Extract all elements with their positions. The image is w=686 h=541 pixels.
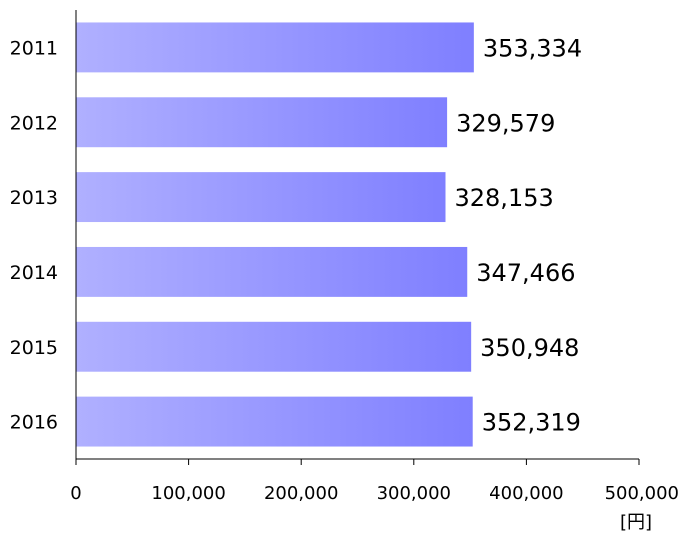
x-tick-label-1: 100,000 <box>151 483 225 504</box>
x-axis-unit-label: [円] <box>620 512 652 533</box>
bar-2013 <box>76 172 446 223</box>
value-label-2014: 347,466 <box>476 259 575 287</box>
x-tick-label-4: 400,000 <box>489 483 563 504</box>
category-label-2014: 2014 <box>10 262 58 284</box>
x-tick-label-3: 300,000 <box>377 483 451 504</box>
bar-2011 <box>76 22 474 73</box>
category-label-2015: 2015 <box>10 337 58 359</box>
category-label-2013: 2013 <box>10 187 58 209</box>
category-label-2016: 2016 <box>10 412 58 434</box>
value-label-2015: 350,948 <box>480 334 579 362</box>
x-tick-label-5: 500,000 <box>605 483 679 504</box>
value-labels-group: 353,334 329,579 328,153 347,466 350,948 352,3… <box>455 34 583 436</box>
x-tick-label-0: 0 <box>70 483 81 504</box>
bars-group <box>76 22 474 447</box>
bar-2016 <box>76 396 473 447</box>
value-label-2012: 329,579 <box>456 109 555 137</box>
x-tick-label-2: 200,000 <box>264 483 338 504</box>
category-label-2012: 2012 <box>10 112 58 134</box>
category-labels-group: 2011 2012 2013 2014 2015 2016 <box>10 37 58 433</box>
bar-2012 <box>76 97 448 148</box>
bar-2015 <box>76 321 472 372</box>
value-label-2016: 352,319 <box>482 409 581 437</box>
category-label-2011: 2011 <box>10 37 58 59</box>
value-label-2011: 353,334 <box>483 34 582 62</box>
x-ticks-group: 0 100,000 200,000 300,000 400,000 500,000 <box>70 459 679 504</box>
bar-2014 <box>76 246 468 297</box>
value-label-2013: 328,153 <box>455 184 554 212</box>
